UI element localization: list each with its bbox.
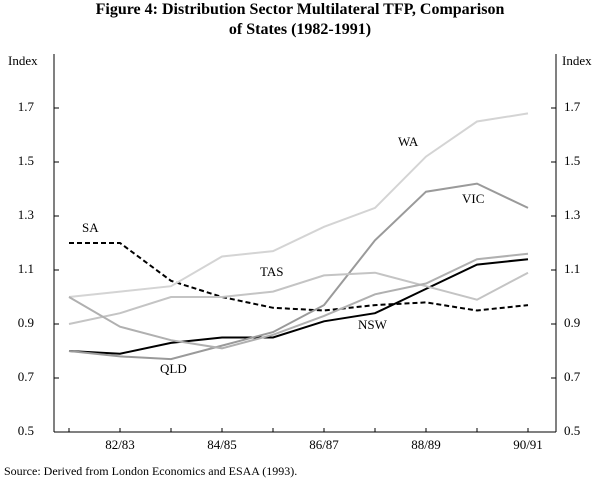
series-label: WA [398,134,419,149]
y-axis-label: Index [8,53,38,68]
y-tick-label: 1.7 [18,99,35,114]
series-label: NSW [358,317,388,332]
y-tick-label: 1.1 [18,261,34,276]
series-line [69,242,529,312]
series-line [68,271,529,325]
y2-tick-label: 0.5 [564,423,580,438]
series-label: QLD [160,361,187,376]
chart-title: Figure 4: Distribution Sector Multilater… [95,1,505,38]
y2-tick-label: 0.7 [564,369,581,384]
series-line [68,112,529,298]
y-tick-label: 1.3 [18,207,34,222]
y2-tick-label: 1.5 [564,153,580,168]
y2-tick-label: 1.1 [564,261,580,276]
series-line [68,252,529,350]
x-tick-label: 90/91 [513,437,543,452]
x-tick-label: 88/89 [411,437,441,452]
series-label: TAS [260,264,284,279]
series-label: SA [82,220,99,235]
x-tick-label: 86/87 [309,437,339,452]
y-tick-label: 0.5 [18,423,34,438]
y-tick-label: 0.7 [18,369,35,384]
x-tick-label: 82/83 [105,437,135,452]
y2-tick-label: 1.7 [564,99,581,114]
series-line [68,258,529,355]
y2-tick-label: 1.3 [564,207,580,222]
x-tick-label: 84/85 [207,437,237,452]
y-tick-label: 0.9 [18,315,34,330]
series-line [68,182,529,361]
y2-tick-label: 0.9 [564,315,580,330]
series-label: VIC [462,191,484,206]
y2-axis-label: Index [562,53,592,68]
source-note: Source: Derived from London Economics an… [4,464,297,478]
y-tick-label: 1.5 [18,153,34,168]
